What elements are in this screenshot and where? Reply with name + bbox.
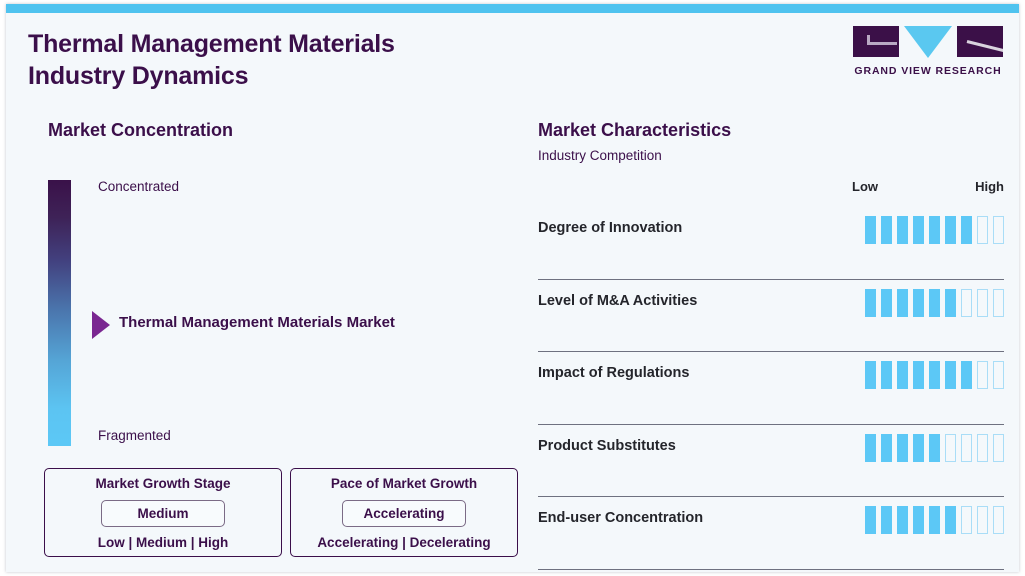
rating-tick-filled (928, 288, 940, 317)
market-growth-stage-value: Medium (101, 499, 225, 527)
characteristic-label: End-user Concentration (538, 510, 704, 526)
scale-high-label: High (975, 179, 1004, 194)
rating-tick-filled (928, 433, 940, 462)
rating-tick-filled (864, 216, 876, 244)
rating-tick-filled (864, 361, 876, 389)
rating-tick-filled (880, 288, 892, 317)
rating-tick-filled (880, 506, 892, 534)
rating-tick-filled (880, 216, 892, 244)
rating-tick-filled (912, 433, 924, 462)
grand-view-research-logo: GRAND VIEW RESEARCH (853, 26, 1003, 77)
rating-tick-empty (992, 216, 1004, 244)
characteristic-label: Impact of Regulations (538, 365, 690, 381)
characteristic-rating-bars (864, 361, 1004, 389)
pace-of-market-growth-scale: Accelerating | Decelerating (317, 535, 491, 550)
logo-wordmark: GRAND VIEW RESEARCH (854, 65, 1002, 77)
market-growth-stage-title: Market Growth Stage (95, 476, 231, 491)
market-growth-stage-box: Market Growth Stage Medium Low | Medium … (44, 468, 282, 557)
rating-tick-filled (864, 433, 876, 462)
rating-tick-filled (944, 216, 956, 244)
rating-tick-empty (992, 361, 1004, 389)
rating-tick-filled (928, 361, 940, 389)
logo-triangle-icon (904, 26, 952, 58)
concentration-top-label: Concentrated (98, 179, 180, 194)
market-position-label: Thermal Management Materials Market (119, 314, 395, 331)
rating-tick-filled (864, 506, 876, 534)
characteristic-rating-bars (864, 433, 1004, 462)
rating-tick-empty (976, 506, 988, 534)
characteristic-label: Degree of Innovation (538, 220, 683, 236)
logo-right-block-icon (957, 26, 1003, 57)
rating-tick-empty (960, 433, 972, 462)
market-growth-stage-scale: Low | Medium | High (97, 535, 229, 550)
characteristic-rating-bars (864, 288, 1004, 317)
rating-tick-filled (864, 288, 876, 317)
characteristics-rows: Degree of Innovation Level of M&A Activit… (538, 207, 1004, 570)
rating-tick-filled (960, 216, 972, 244)
rating-tick-filled (944, 361, 956, 389)
characteristic-row: Product Substitutes (538, 425, 1004, 497)
rating-tick-empty (992, 288, 1004, 317)
rating-tick-filled (896, 216, 908, 244)
rating-tick-filled (912, 506, 924, 534)
characteristic-label: Level of M&A Activities (538, 292, 698, 309)
rating-tick-filled (912, 216, 924, 244)
characteristic-rating-bars (864, 506, 1004, 534)
characteristic-label: Product Substitutes (538, 437, 676, 454)
rating-tick-filled (896, 506, 908, 534)
page-title: Thermal Management Materials Industry Dy… (28, 30, 395, 90)
concentration-gradient-bar (48, 180, 71, 446)
concentration-bottom-label: Fragmented (98, 428, 171, 443)
competition-scale-header: Low High (852, 179, 1004, 194)
rating-tick-empty (976, 433, 988, 462)
market-characteristics-heading: Market Characteristics (538, 120, 732, 140)
rating-tick-filled (960, 361, 972, 389)
rating-tick-empty (992, 433, 1004, 462)
logo-marks (853, 26, 1003, 60)
rating-tick-filled (944, 506, 956, 534)
rating-tick-empty (976, 361, 988, 389)
characteristic-row: Level of M&A Activities (538, 280, 1004, 352)
pace-of-market-growth-value: Accelerating (342, 499, 466, 527)
rating-tick-empty (960, 506, 972, 534)
top-accent-strip (6, 4, 1019, 13)
characteristic-row: Impact of Regulations (538, 352, 1004, 425)
characteristic-rating-bars (864, 216, 1004, 244)
rating-tick-empty (976, 216, 988, 244)
rating-tick-filled (896, 433, 908, 462)
market-characteristics-subtitle: Industry Competition (538, 148, 662, 163)
rating-tick-filled (944, 288, 956, 317)
logo-left-block-icon (853, 26, 899, 57)
market-concentration-heading: Market Concentration (48, 120, 234, 140)
rating-tick-filled (928, 506, 940, 534)
pace-of-market-growth-box: Pace of Market Growth Accelerating Accel… (290, 468, 518, 557)
rating-tick-filled (912, 288, 924, 317)
rating-tick-empty (976, 288, 988, 317)
rating-tick-filled (896, 361, 908, 389)
rating-tick-filled (880, 433, 892, 462)
rating-tick-filled (880, 361, 892, 389)
characteristic-row: End-user Concentration (538, 497, 1004, 570)
market-position-pointer-icon (92, 311, 110, 339)
rating-tick-empty (960, 288, 972, 317)
rating-tick-empty (944, 433, 956, 462)
pace-of-market-growth-title: Pace of Market Growth (330, 476, 478, 491)
rating-tick-filled (896, 288, 908, 317)
scale-low-label: Low (852, 179, 878, 194)
characteristic-row: Degree of Innovation (538, 207, 1004, 280)
rating-tick-empty (992, 506, 1004, 534)
rating-tick-filled (928, 216, 940, 244)
infographic-card: Thermal Management Materials Industry Dy… (6, 4, 1019, 572)
rating-tick-filled (912, 361, 924, 389)
